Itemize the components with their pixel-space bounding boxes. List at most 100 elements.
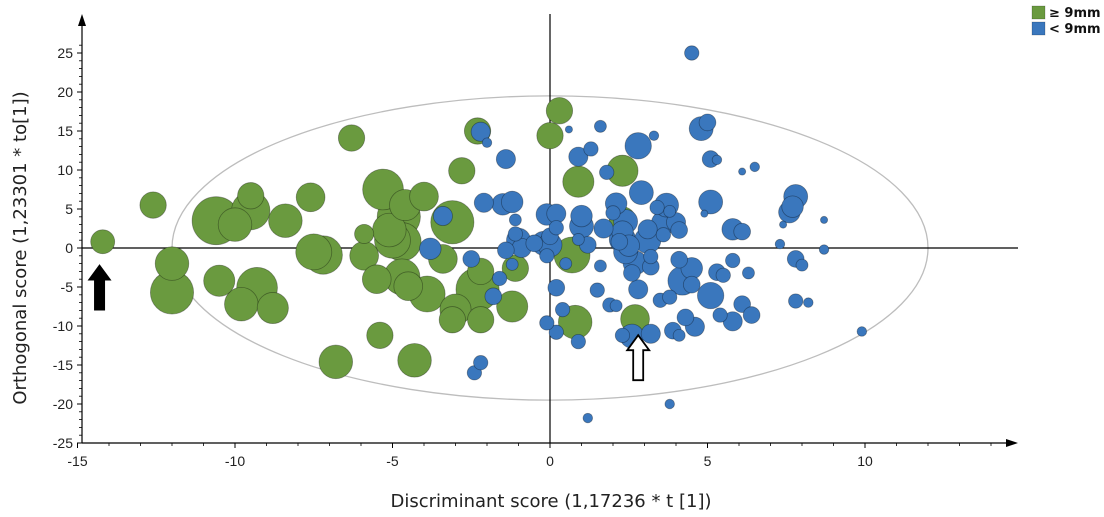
point-lt9mm	[795, 258, 809, 272]
point-ge9mm	[203, 264, 236, 297]
hollow-arrow-icon	[625, 333, 651, 382]
point-ge9mm	[217, 207, 253, 242]
point-lt9mm	[564, 125, 573, 134]
point-lt9mm	[495, 149, 516, 170]
point-lt9mm	[640, 323, 661, 344]
point-lt9mm	[599, 164, 615, 180]
point-ge9mm	[393, 271, 424, 302]
y-tick-label: 10	[57, 162, 73, 178]
point-lt9mm	[491, 270, 508, 287]
point-lt9mm	[593, 218, 614, 239]
point-lt9mm	[548, 220, 564, 236]
point-lt9mm	[583, 141, 599, 157]
point-lt9mm	[547, 278, 566, 297]
point-lt9mm	[781, 195, 804, 218]
x-tick-label: -15	[67, 453, 87, 469]
point-ge9mm	[154, 246, 190, 281]
point-lt9mm	[698, 189, 724, 215]
point-lt9mm	[419, 237, 442, 260]
point-lt9mm	[818, 244, 830, 255]
point-ge9mm	[545, 97, 574, 125]
point-lt9mm	[711, 154, 723, 166]
point-lt9mm	[676, 308, 695, 327]
point-lt9mm	[700, 209, 709, 218]
point-ge9mm	[366, 321, 394, 349]
legend-label: ≥ 9mm	[1049, 6, 1101, 21]
point-lt9mm	[570, 204, 593, 228]
point-ge9mm	[256, 292, 289, 325]
x-axis-title: Discriminant score (1,17236 * t [1])	[391, 491, 712, 512]
point-lt9mm	[432, 206, 453, 227]
point-ge9mm	[139, 191, 167, 219]
point-lt9mm	[568, 146, 589, 167]
point-lt9mm	[749, 161, 760, 173]
point-lt9mm	[733, 295, 751, 313]
point-lt9mm	[571, 233, 585, 246]
point-lt9mm	[733, 222, 751, 241]
point-lt9mm	[774, 238, 786, 250]
x-tick-label: 10	[857, 453, 873, 469]
point-lt9mm	[672, 328, 686, 342]
point-ge9mm	[448, 157, 476, 185]
y-tick-label: -20	[53, 396, 73, 412]
point-lt9mm	[670, 221, 688, 239]
point-lt9mm	[554, 302, 571, 318]
point-ge9mm	[295, 233, 333, 271]
point-lt9mm	[670, 250, 688, 269]
point-lt9mm	[624, 132, 652, 160]
point-lt9mm	[594, 119, 607, 133]
point-lt9mm	[664, 398, 675, 410]
point-ge9mm	[467, 306, 495, 334]
point-lt9mm	[473, 192, 494, 213]
point-lt9mm	[609, 299, 623, 313]
y-tick-label: 20	[57, 84, 73, 100]
legend-swatch	[1031, 5, 1046, 20]
point-lt9mm	[779, 220, 788, 229]
point-lt9mm	[610, 232, 629, 251]
point-lt9mm	[649, 199, 665, 216]
point-lt9mm	[559, 257, 573, 271]
point-lt9mm	[481, 137, 493, 148]
point-lt9mm	[470, 121, 491, 142]
point-lt9mm	[501, 190, 524, 214]
y-tick-label: -15	[53, 357, 73, 373]
point-lt9mm	[507, 226, 523, 242]
y-tick-label: -5	[61, 279, 74, 295]
y-axis-title: Orthogonal score (1,23301 * to[1])	[10, 91, 31, 404]
point-lt9mm	[628, 180, 654, 206]
point-ge9mm	[237, 182, 265, 210]
point-lt9mm	[589, 282, 605, 298]
point-ge9mm	[536, 122, 564, 150]
point-lt9mm	[643, 248, 659, 265]
point-lt9mm	[497, 241, 515, 260]
point-lt9mm	[663, 204, 677, 218]
x-tick-label: 0	[546, 453, 554, 469]
point-lt9mm	[614, 327, 631, 343]
point-lt9mm	[548, 324, 564, 340]
x-tick-label: -5	[386, 453, 399, 469]
point-lt9mm	[582, 412, 594, 424]
legend-label: < 9mm	[1049, 22, 1101, 37]
point-lt9mm	[698, 113, 717, 132]
y-axis-arrowhead	[78, 14, 86, 26]
y-tick-label: 0	[65, 240, 73, 256]
point-lt9mm	[803, 297, 814, 308]
point-ge9mm	[397, 343, 432, 378]
y-tick-label: 5	[65, 201, 73, 217]
y-tick-label: 15	[57, 123, 73, 139]
legend-swatch	[1031, 21, 1046, 36]
point-lt9mm	[623, 264, 641, 282]
point-lt9mm	[484, 287, 503, 306]
point-lt9mm	[525, 234, 544, 253]
point-ge9mm	[90, 229, 116, 255]
point-lt9mm	[605, 205, 621, 221]
point-lt9mm	[628, 279, 649, 300]
filled-arrow-icon	[87, 264, 112, 311]
point-ge9mm	[562, 165, 595, 198]
point-ge9mm	[409, 181, 439, 212]
point-lt9mm	[715, 267, 731, 283]
point-lt9mm	[539, 248, 555, 264]
point-lt9mm	[637, 219, 658, 240]
x-tick-label: 5	[704, 453, 712, 469]
point-lt9mm	[856, 326, 868, 337]
